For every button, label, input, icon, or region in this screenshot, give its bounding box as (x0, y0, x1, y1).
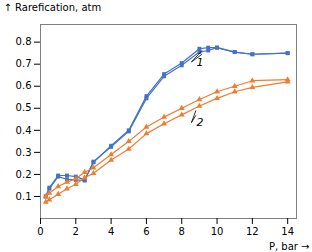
svg-text:14: 14 (281, 226, 294, 237)
svg-text:10: 10 (211, 226, 224, 237)
svg-text:0: 0 (37, 226, 43, 237)
svg-text:0.7: 0.7 (16, 58, 32, 69)
svg-text:1: 1 (196, 55, 203, 68)
svg-text:0.5: 0.5 (16, 102, 32, 113)
svg-text:↑ Rarefication, atm: ↑ Rarefication, atm (4, 2, 102, 13)
svg-text:0.6: 0.6 (16, 80, 32, 91)
svg-text:4: 4 (108, 226, 114, 237)
svg-text:P, bar →: P, bar → (269, 241, 310, 252)
svg-text:6: 6 (143, 226, 149, 237)
svg-text:0.3: 0.3 (16, 147, 32, 158)
svg-text:12: 12 (246, 226, 259, 237)
svg-text:0.4: 0.4 (16, 125, 32, 136)
svg-text:2: 2 (196, 116, 203, 129)
svg-text:0.2: 0.2 (16, 169, 32, 180)
svg-text:0.8: 0.8 (16, 36, 32, 47)
svg-text:0.1: 0.1 (16, 191, 32, 202)
svg-text:8: 8 (179, 226, 185, 237)
svg-text:2: 2 (73, 226, 79, 237)
